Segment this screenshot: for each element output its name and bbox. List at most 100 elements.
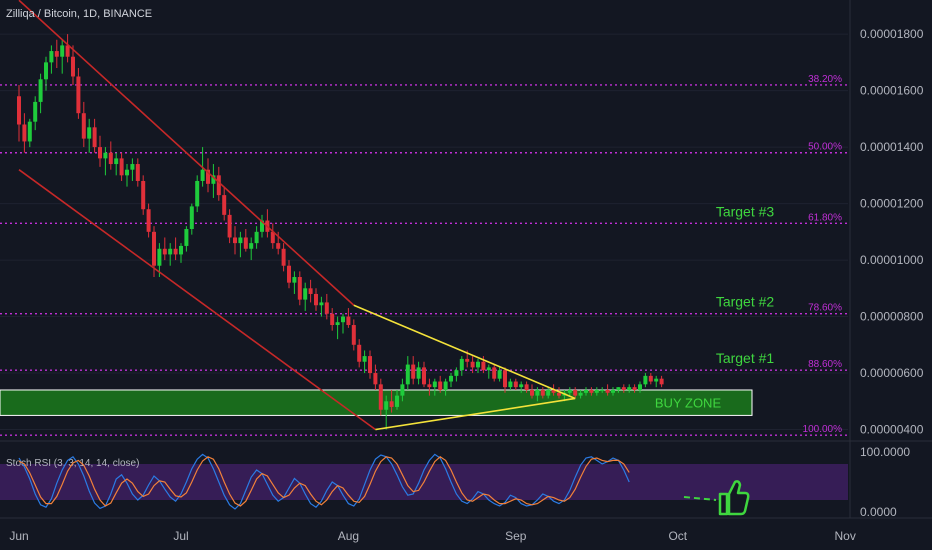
candle-body: [384, 401, 389, 410]
candle-body: [189, 206, 194, 229]
target-label: Target #2: [716, 294, 775, 310]
candle-body: [546, 389, 551, 396]
candle-body: [557, 392, 561, 396]
candle-body: [405, 364, 410, 385]
candle-body: [470, 361, 475, 368]
candle-body: [308, 288, 313, 294]
candle-body: [486, 367, 491, 371]
candle-body: [227, 214, 232, 238]
price-tick-label: 0.00000800: [860, 310, 924, 324]
candle-body: [92, 127, 97, 148]
thumbs-up-icon: [683, 480, 750, 516]
candle-body: [22, 124, 27, 142]
candle-body: [173, 248, 178, 255]
candle-body: [162, 248, 167, 255]
candle-body: [243, 237, 248, 249]
triangle-upper-line: [353, 304, 576, 400]
candle-body: [314, 293, 318, 306]
stoch-tick-label: 100.0000: [860, 445, 910, 459]
buy-zone: BUY ZONE: [0, 389, 753, 416]
fib-level-label: 100.00%: [803, 424, 843, 435]
price-tick-label: 0.00000400: [860, 423, 924, 437]
candle-body: [157, 248, 162, 266]
candle-body: [551, 389, 556, 393]
candle-body: [270, 231, 275, 244]
candle-body: [76, 76, 81, 114]
candle-body: [233, 237, 237, 244]
candle-body: [27, 121, 32, 142]
time-tick-label: Aug: [338, 529, 359, 543]
candle-body: [395, 395, 399, 407]
candle-body: [33, 101, 38, 122]
candle-body: [443, 381, 448, 390]
candle-body: [589, 389, 594, 393]
candle-body: [98, 147, 102, 159]
candle-body: [611, 389, 615, 393]
candle-body: [573, 389, 578, 396]
target-labels: Target #3 Target #2 Target #1: [716, 203, 775, 366]
candle-body: [81, 113, 86, 139]
stoch-k-line: [18, 453, 630, 510]
candle-body: [303, 288, 308, 300]
candle-body: [206, 169, 210, 184]
candle-body: [422, 367, 426, 385]
candle-body: [449, 375, 453, 382]
trendlines-layer: [18, 0, 576, 431]
candle-body: [648, 375, 653, 382]
candle-body: [411, 364, 416, 379]
candle-body: [130, 164, 135, 170]
stoch-tick-label: 0.0000: [860, 505, 897, 519]
candle-body: [335, 322, 340, 326]
candle-body: [276, 243, 281, 249]
thumb-arrow: [683, 496, 717, 501]
thumb-shape: [718, 480, 750, 516]
candle-body: [540, 389, 545, 396]
candle-body: [519, 384, 524, 388]
candle-body: [17, 96, 21, 125]
candle-body: [427, 384, 432, 388]
candle-body: [319, 302, 324, 306]
candle-body: [71, 56, 75, 77]
candle-body: [503, 370, 507, 388]
price-tick-label: 0.00001800: [860, 27, 924, 41]
buy-zone-rect: [0, 389, 753, 416]
price-tick-label: 0.00001200: [860, 197, 924, 211]
candle-body: [38, 79, 43, 102]
candle-body: [524, 384, 529, 390]
candle-body: [351, 325, 356, 345]
candle-body: [643, 375, 648, 385]
candle-body: [287, 265, 291, 283]
fib-level-label: 61.80%: [808, 212, 842, 223]
candle-body: [114, 158, 119, 165]
time-tick-label: Oct: [668, 529, 687, 543]
candle-body: [238, 237, 243, 244]
candles-layer: [17, 34, 664, 430]
candle-body: [535, 389, 540, 396]
time-tick-label: Nov: [835, 529, 856, 543]
candle-body: [249, 243, 254, 249]
stoch-d-line: [18, 456, 630, 507]
target-label: Target #3: [716, 203, 775, 219]
candle-body: [141, 180, 146, 210]
candle-body: [481, 361, 486, 371]
buy-zone-label: BUY ZONE: [655, 396, 722, 411]
candle-body: [438, 381, 443, 390]
candle-body: [292, 277, 297, 283]
price-tick-label: 0.00001400: [860, 140, 924, 154]
candle-body: [44, 62, 48, 80]
candle-body: [103, 152, 108, 159]
triangle-lower-line: [375, 397, 576, 431]
candle-body: [373, 373, 378, 385]
candle-body: [378, 384, 383, 410]
fib-level-label: 78.60%: [808, 303, 842, 314]
candle-body: [513, 381, 518, 388]
channel-lower-line: [18, 169, 376, 431]
candle-body: [60, 45, 65, 57]
candle-body: [168, 248, 173, 255]
fib-level-label: 50.00%: [808, 142, 842, 153]
target-label: Target #1: [716, 350, 775, 366]
candle-body: [459, 358, 464, 371]
